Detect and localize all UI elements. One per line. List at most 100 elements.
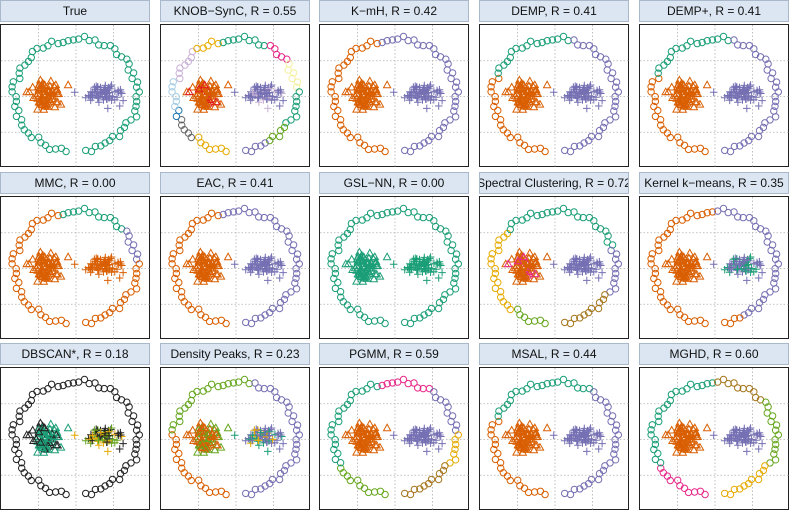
right-blob-point xyxy=(409,83,418,91)
arc-point xyxy=(87,147,96,156)
right-blob-point xyxy=(438,96,446,105)
right-blob-point xyxy=(108,92,117,101)
left-blob-point xyxy=(530,269,540,278)
right-blob-point xyxy=(747,435,756,444)
right-blob-point xyxy=(576,428,584,437)
right-blob-point xyxy=(108,264,117,273)
arc-point xyxy=(132,285,141,293)
left-blob-point xyxy=(354,94,364,103)
arc-point xyxy=(734,384,742,392)
left-blob-point xyxy=(519,423,529,432)
arc-point xyxy=(564,208,572,217)
arc-point xyxy=(657,464,665,472)
arc-point xyxy=(585,384,594,393)
arc-point xyxy=(399,375,408,384)
left-blob-point xyxy=(63,423,73,432)
arc-point xyxy=(366,380,375,388)
arc-point xyxy=(378,38,386,47)
right-blob-point xyxy=(567,431,576,439)
arc-point xyxy=(651,269,660,278)
arc-point xyxy=(497,121,505,129)
left-blob-point xyxy=(184,430,194,439)
panel-title: K−mH, R = 0.42 xyxy=(319,0,469,22)
left-blob-point xyxy=(528,432,538,441)
left-blob-point xyxy=(197,271,207,280)
right-blob-point xyxy=(423,104,431,113)
plot-area xyxy=(0,24,151,168)
right-blob-point xyxy=(560,93,569,102)
arc-point xyxy=(487,88,495,96)
arc-point xyxy=(514,476,522,484)
arc-point xyxy=(178,293,186,301)
left-blob-point xyxy=(35,437,45,446)
arc-point xyxy=(678,387,686,395)
left-blob-point xyxy=(212,84,222,93)
arc-point xyxy=(45,317,54,326)
left-blob-point xyxy=(197,442,207,451)
right-blob-point xyxy=(88,260,97,268)
arc-point xyxy=(584,308,593,317)
right-blob-point xyxy=(597,261,605,270)
right-blob-point xyxy=(104,276,112,285)
right-blob-point xyxy=(90,255,99,263)
left-blob-point xyxy=(52,427,62,436)
arc-point xyxy=(133,97,141,106)
arc-point xyxy=(204,42,212,50)
arc-point xyxy=(703,37,711,45)
arc-point xyxy=(726,147,735,156)
left-blob-point xyxy=(63,252,73,261)
arc-point xyxy=(494,412,502,420)
right-blob-point xyxy=(97,85,105,94)
right-blob-point xyxy=(569,255,578,263)
arc-point xyxy=(388,208,397,216)
right-blob-point xyxy=(263,95,271,103)
arc-point xyxy=(761,462,769,470)
right-blob-point xyxy=(575,89,583,97)
arc-point xyxy=(495,246,503,255)
right-blob-point xyxy=(597,89,605,98)
arc-point xyxy=(12,97,21,106)
arc-point xyxy=(91,314,100,323)
arc-point xyxy=(651,97,660,106)
left-blob-point xyxy=(676,442,686,451)
right-blob-point xyxy=(420,255,428,264)
left-blob-point xyxy=(679,423,689,432)
arc-point xyxy=(181,404,189,412)
right-blob-point xyxy=(582,95,590,103)
arc-point xyxy=(251,208,259,216)
scatter-svg xyxy=(320,368,470,511)
left-blob-point xyxy=(54,88,64,97)
arc-point xyxy=(171,445,179,454)
arc-point xyxy=(708,379,717,387)
arc-point xyxy=(447,246,455,255)
arc-point xyxy=(199,216,207,224)
right-blob-point xyxy=(594,102,603,110)
left-blob-point xyxy=(663,430,673,439)
right-blob-point xyxy=(438,439,446,448)
right-blob-point xyxy=(90,83,99,91)
arc-point xyxy=(347,47,356,56)
arc-point xyxy=(495,74,503,83)
arc-point xyxy=(612,250,621,258)
left-blob-point xyxy=(683,266,693,275)
right-blob-point xyxy=(569,426,578,434)
arc-point xyxy=(16,246,24,255)
left-blob-point xyxy=(44,266,54,275)
left-blob-point xyxy=(51,97,61,106)
arc-point xyxy=(497,293,505,301)
arc-point xyxy=(651,265,659,273)
panel-title: DEMP+, R = 0.41 xyxy=(639,0,789,22)
arc-point xyxy=(512,44,520,53)
arc-point xyxy=(177,288,186,296)
arc-point xyxy=(11,445,19,454)
arc-point xyxy=(538,210,546,219)
right-blob-point xyxy=(733,93,741,102)
arc-point xyxy=(771,274,779,283)
arc-point xyxy=(8,260,16,268)
arc-point xyxy=(8,83,16,91)
right-blob-point xyxy=(733,265,741,274)
left-blob-point xyxy=(359,80,369,89)
left-blob-point xyxy=(690,440,700,449)
right-blob-point xyxy=(573,265,581,274)
right-blob-point xyxy=(70,88,79,96)
